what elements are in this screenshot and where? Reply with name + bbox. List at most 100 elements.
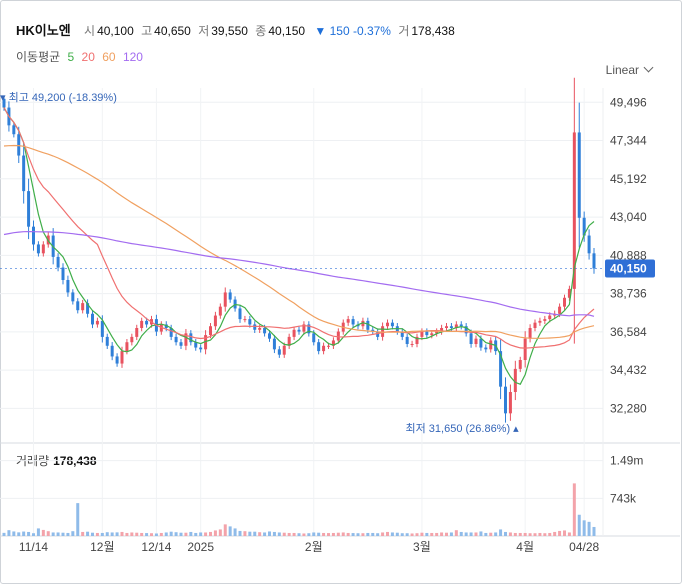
candle-body <box>302 324 306 332</box>
volume-bar <box>233 528 237 536</box>
volume-bar <box>508 532 512 536</box>
volume-bar <box>341 532 345 536</box>
candle-body <box>307 324 311 334</box>
candle-body <box>312 333 316 343</box>
scale-mode-label: Linear <box>605 63 639 77</box>
volume-bar <box>331 532 335 536</box>
volume-bar <box>95 532 99 536</box>
volume-bar <box>115 532 119 536</box>
volume-bar <box>125 532 129 536</box>
ma-60: 60 <box>102 50 116 64</box>
volume-bar <box>410 533 414 536</box>
volume-value: 178,438 <box>411 24 455 38</box>
volume-bar <box>533 533 537 536</box>
candle-body <box>563 297 566 307</box>
volume-bar <box>120 531 124 536</box>
volume-bar <box>351 533 355 536</box>
volume-bar <box>484 532 488 536</box>
candle-body <box>199 347 203 350</box>
ma-label: 이동평균 <box>16 50 61 64</box>
volume-bar <box>169 531 173 536</box>
volume-bar <box>228 526 232 536</box>
volume-bar <box>464 532 468 536</box>
volume-bar <box>194 532 198 536</box>
volume-bar <box>253 531 257 536</box>
candle-body <box>277 349 281 355</box>
volume-bar <box>567 532 571 536</box>
volume-bar <box>110 532 114 536</box>
volume-bar <box>32 533 35 536</box>
candle-body <box>223 292 227 307</box>
volume-bar <box>572 483 576 536</box>
volume-bar <box>312 532 316 536</box>
volume-bar <box>7 530 11 536</box>
stock-symbol[interactable]: HK이노엔 <box>16 23 71 38</box>
ma-120: 120 <box>122 50 143 64</box>
candle-body <box>513 368 517 392</box>
volume-bar <box>56 532 60 536</box>
open-label: 시 <box>84 24 96 38</box>
volume-bar <box>474 532 478 536</box>
max-annotation: ▾ 최고 49,200 (-18.39%) <box>0 91 117 104</box>
ma-20: 20 <box>81 50 95 64</box>
volume-bar <box>504 531 507 536</box>
change-value: ▼ 150 -0.37% <box>314 24 391 38</box>
volume-bar <box>179 532 183 536</box>
candle-body <box>331 340 335 346</box>
volume-bar <box>469 532 473 536</box>
volume-bar <box>449 532 453 536</box>
candle-body <box>169 328 173 337</box>
volume-bar <box>81 531 85 536</box>
candle-body <box>228 292 232 300</box>
x-tick-label: 12/14 <box>141 540 171 554</box>
candle-body <box>95 320 99 325</box>
candle-body <box>558 306 562 314</box>
y-tick-label: 34,432 <box>610 363 647 377</box>
volume-bar <box>140 532 144 536</box>
volume-bar <box>248 531 252 536</box>
x-tick-label: 3월 <box>413 540 431 554</box>
candle-body <box>366 320 370 330</box>
volume-bar <box>184 532 188 536</box>
volume-bar <box>61 532 65 536</box>
volume-bar <box>76 503 80 536</box>
volume-bar <box>425 532 429 536</box>
ma-line-5 <box>3 107 595 385</box>
candle-body <box>518 360 522 369</box>
volume-bar <box>371 532 375 536</box>
y-tick-label: 43,040 <box>610 210 647 224</box>
scale-selector[interactable]: Linear <box>605 62 654 77</box>
candle-body <box>582 217 586 236</box>
volume-bar <box>164 532 168 536</box>
volume-bar <box>209 531 212 536</box>
volume-tick-label: 743k <box>610 491 637 505</box>
candle-body <box>189 333 193 343</box>
volume-bar <box>582 520 586 536</box>
volume-bar <box>218 529 222 536</box>
candle-body <box>592 253 596 269</box>
volume-bar <box>302 533 306 536</box>
volume-bar <box>213 530 217 536</box>
volume-bar <box>494 532 498 536</box>
candle-body <box>243 319 247 321</box>
volume-bar <box>71 531 75 536</box>
volume-label: 거 <box>398 24 410 38</box>
candle-body <box>297 329 301 332</box>
candle-body <box>110 345 114 357</box>
volume-bar <box>499 529 503 536</box>
volume-tick-label: 1.49m <box>610 454 643 468</box>
volume-bar <box>27 531 31 536</box>
candle-body <box>454 324 458 328</box>
candle-body <box>336 331 340 341</box>
candle-body <box>164 324 168 328</box>
moving-average-legend[interactable]: 이동평균 5 20 60 120 <box>16 48 143 65</box>
candle-body <box>184 333 188 346</box>
candle-body <box>508 392 512 414</box>
volume-bar <box>277 532 281 536</box>
candle-body <box>484 347 488 350</box>
candle-body <box>577 132 581 218</box>
candle-body <box>179 342 183 346</box>
x-tick-label: 2025 <box>187 540 214 554</box>
y-tick-label: 47,344 <box>610 134 647 148</box>
